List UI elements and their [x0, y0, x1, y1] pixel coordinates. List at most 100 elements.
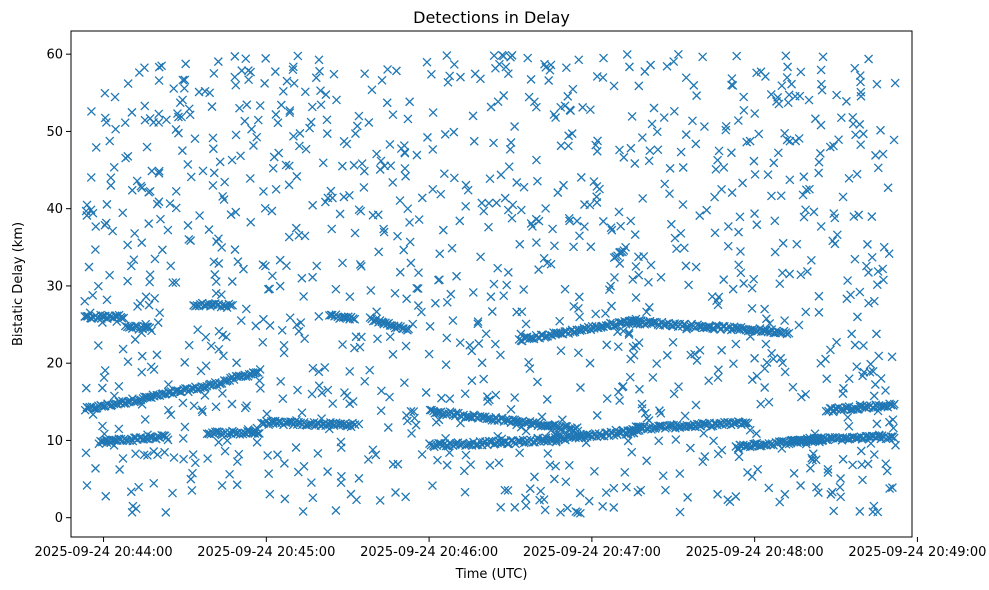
x-tick-label: 2025-09-24 20:47:00	[523, 545, 661, 560]
data-point	[850, 340, 860, 350]
data-point	[828, 236, 838, 246]
data-point	[745, 331, 755, 341]
data-point	[216, 290, 226, 300]
data-point	[565, 105, 575, 115]
data-point	[674, 382, 684, 392]
data-point	[888, 423, 898, 433]
data-point	[780, 128, 790, 138]
data-point	[312, 261, 322, 271]
data-point	[628, 342, 638, 352]
data-point	[869, 391, 879, 401]
data-point	[200, 86, 210, 96]
data-point	[308, 363, 318, 373]
data-point	[582, 429, 592, 439]
data-point	[867, 212, 877, 222]
data-point	[91, 463, 100, 473]
data-point	[157, 61, 167, 71]
data-point	[482, 414, 492, 424]
data-point	[411, 420, 421, 430]
y-tick-label: 50	[46, 125, 63, 140]
data-point	[227, 277, 237, 286]
data-point	[231, 130, 241, 140]
data-point	[426, 69, 436, 79]
data-point	[442, 297, 452, 307]
data-point	[814, 437, 824, 447]
data-point	[154, 76, 164, 86]
data-point	[574, 55, 584, 65]
data-point	[214, 326, 224, 336]
data-point	[745, 425, 755, 435]
data-point	[402, 294, 412, 304]
data-point	[314, 367, 324, 377]
data-point	[559, 180, 568, 190]
data-point	[320, 362, 330, 372]
x-tick-label: 2025-09-24 20:49:00	[848, 545, 986, 560]
data-point	[479, 374, 489, 384]
data-point	[542, 258, 552, 268]
data-point	[648, 423, 658, 433]
data-point	[232, 358, 242, 368]
data-point	[601, 321, 611, 331]
data-point	[501, 62, 511, 72]
data-point	[747, 283, 757, 293]
data-point	[879, 242, 889, 252]
data-point	[818, 52, 828, 62]
data-point	[93, 340, 103, 350]
x-tick-label: 2025-09-24 20:48:00	[686, 545, 824, 560]
data-point	[365, 365, 375, 375]
data-point	[713, 373, 723, 382]
data-point	[436, 393, 446, 403]
y-axis-label: Bistatic Delay (km)	[11, 222, 26, 346]
data-point	[789, 468, 799, 478]
data-point	[654, 436, 664, 446]
data-point	[887, 352, 897, 362]
data-point	[218, 351, 228, 361]
data-point	[796, 67, 806, 77]
data-point	[770, 216, 780, 226]
data-point	[306, 478, 316, 488]
data-point	[832, 337, 842, 347]
data-point	[631, 293, 641, 303]
data-point	[531, 238, 541, 248]
data-point	[492, 198, 501, 208]
data-point	[654, 406, 664, 416]
data-point	[732, 51, 742, 61]
data-point	[210, 299, 220, 308]
data-point	[560, 284, 570, 294]
data-point	[425, 405, 435, 415]
data-point	[299, 292, 309, 301]
data-point	[717, 445, 727, 455]
data-point	[763, 170, 773, 180]
data-point	[838, 192, 848, 202]
data-point	[777, 268, 787, 278]
data-point	[794, 320, 804, 330]
data-point	[442, 460, 452, 470]
data-point	[626, 143, 636, 153]
data-point	[186, 474, 196, 484]
data-point	[541, 203, 551, 213]
data-point	[208, 144, 218, 154]
data-point	[551, 430, 561, 439]
data-point	[855, 400, 865, 410]
data-point	[142, 451, 152, 460]
data-point	[644, 302, 654, 312]
data-point	[185, 384, 195, 394]
data-point	[760, 304, 770, 314]
data-point	[327, 224, 337, 234]
data-point	[633, 426, 643, 436]
data-point	[890, 78, 900, 88]
data-point	[534, 216, 544, 226]
data-point	[186, 172, 196, 182]
data-point	[315, 66, 324, 76]
data-point	[412, 283, 422, 293]
data-point	[723, 221, 733, 231]
x-tick-label: 2025-09-24 20:44:00	[35, 545, 173, 560]
data-point	[383, 423, 393, 432]
data-point	[868, 366, 878, 376]
data-point	[468, 111, 478, 121]
data-point	[611, 425, 621, 435]
data-point	[408, 319, 418, 329]
data-point	[669, 389, 679, 399]
data-point	[630, 230, 640, 240]
data-point	[142, 142, 152, 152]
